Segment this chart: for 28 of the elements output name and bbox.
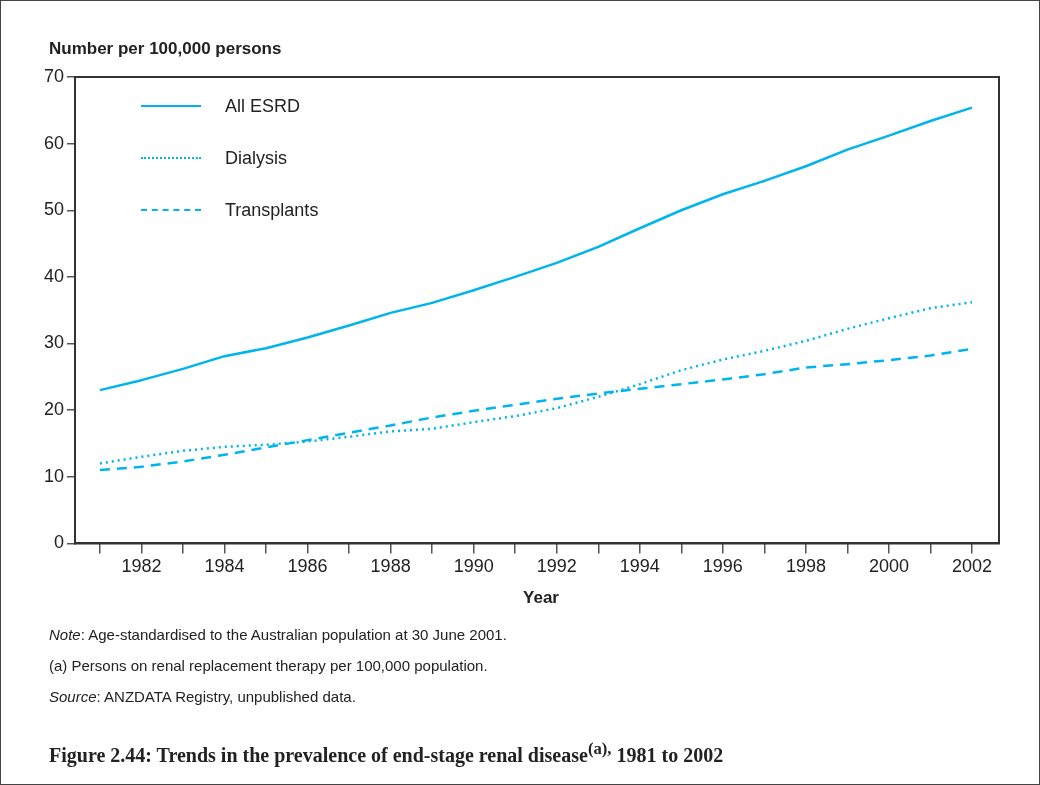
y-tick-label: 20	[43, 399, 65, 420]
source-note: Source: ANZDATA Registry, unpublished data.	[49, 688, 357, 705]
x-axis-title: Year	[522, 588, 560, 608]
x-tick-label: 1990	[453, 556, 494, 577]
legend-label: Dialysis	[225, 147, 288, 169]
x-tick-label: 2002	[951, 556, 993, 577]
y-axis-title: Number per 100,000 persons	[49, 39, 282, 59]
legend-label: All ESRD	[225, 95, 301, 117]
x-tick-label: 1992	[536, 556, 577, 577]
x-tick-label: 1996	[702, 556, 743, 577]
legend-label: Transplants	[225, 199, 319, 221]
x-tick-label: 2000	[868, 556, 909, 577]
x-tick-label: 1982	[121, 556, 162, 577]
y-tick-label: 30	[43, 332, 65, 353]
x-tick-label: 1994	[619, 556, 660, 577]
y-tick-label: 40	[43, 265, 65, 286]
y-tick-label: 70	[43, 65, 65, 86]
y-tick-label: 0	[54, 532, 65, 553]
text: Figure 2.44: Trends in the prevalence of end-stage renal disease$^{(a),}$ 1981 to 2002	[49, 739, 724, 767]
text: (a) Persons on renal replacement therapy per 100,000 population.	[49, 657, 489, 674]
text: Note: Age-standardised to the Australian population at 30 June 2001.	[49, 626, 507, 643]
x-tick-label: 1998	[785, 556, 826, 577]
x-tick-label: 1986	[287, 556, 328, 577]
y-tick-label: 10	[43, 465, 65, 486]
x-tick-label: 1984	[204, 556, 245, 577]
x-tick-label: 1988	[370, 556, 411, 577]
y-tick-label: 50	[43, 199, 65, 220]
y-tick-label: 60	[43, 132, 65, 153]
